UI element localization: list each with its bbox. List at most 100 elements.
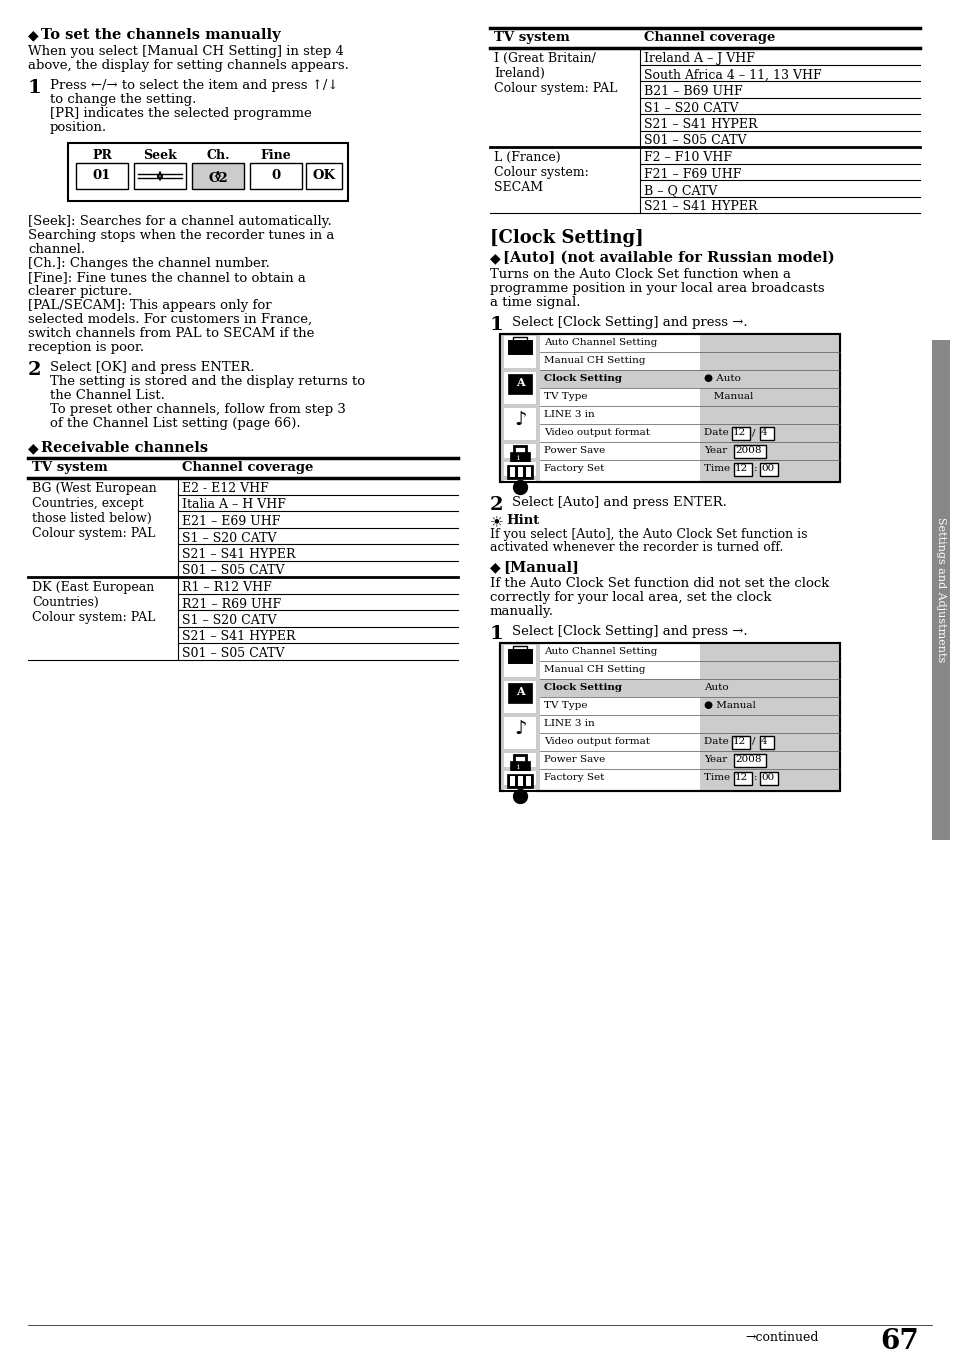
Text: 1: 1: [490, 316, 503, 334]
Text: Fine: Fine: [260, 149, 291, 162]
Text: DK (East European
Countries)
Colour system: PAL: DK (East European Countries) Colour syst…: [32, 581, 155, 625]
Text: of the Channel List setting (page 66).: of the Channel List setting (page 66).: [50, 416, 300, 430]
Text: Ireland A – J VHF: Ireland A – J VHF: [643, 51, 754, 65]
Text: the Channel List.: the Channel List.: [50, 389, 165, 402]
Text: South Africa 4 – 11, 13 VHF: South Africa 4 – 11, 13 VHF: [643, 69, 821, 81]
Text: switch channels from PAL to SECAM if the: switch channels from PAL to SECAM if the: [28, 327, 314, 339]
Bar: [733, 772, 751, 786]
Bar: [733, 462, 751, 476]
Bar: [525, 776, 531, 786]
Text: Channel coverage: Channel coverage: [643, 31, 775, 45]
Bar: [499, 334, 840, 483]
Text: To preset other channels, follow from step 3: To preset other channels, follow from st…: [50, 403, 346, 416]
Text: Auto: Auto: [703, 683, 728, 692]
Text: Italia A – H VHF: Italia A – H VHF: [182, 499, 286, 511]
Bar: [507, 375, 532, 393]
Text: R1 – R12 VHF: R1 – R12 VHF: [182, 581, 272, 594]
Text: /: /: [751, 429, 755, 437]
Text: ◆: ◆: [490, 251, 500, 265]
Text: Receivable channels: Receivable channels: [41, 441, 208, 456]
Text: S01 – S05 CATV: S01 – S05 CATV: [643, 134, 745, 147]
Text: S1 – S20 CATV: S1 – S20 CATV: [643, 101, 738, 115]
Text: When you select [Manual CH Setting] in step 4: When you select [Manual CH Setting] in s…: [28, 45, 343, 58]
Text: S21 – S41 HYPER: S21 – S41 HYPER: [182, 630, 295, 644]
Bar: [731, 427, 749, 439]
Text: [Auto] (not available for Russian model): [Auto] (not available for Russian model): [502, 251, 834, 265]
Text: 0: 0: [272, 169, 280, 183]
Text: E21 – E69 UHF: E21 – E69 UHF: [182, 515, 280, 529]
Text: manually.: manually.: [490, 604, 554, 618]
Text: selected models. For customers in France,: selected models. For customers in France…: [28, 314, 312, 326]
Text: Clock Setting: Clock Setting: [543, 375, 621, 383]
Text: 4: 4: [760, 429, 767, 437]
Text: ● Manual: ● Manual: [703, 700, 755, 710]
Bar: [503, 337, 536, 368]
Text: Time: Time: [703, 773, 733, 781]
Text: 1: 1: [28, 78, 42, 97]
Bar: [250, 164, 302, 189]
Text: 12: 12: [734, 773, 747, 781]
Text: Manual: Manual: [703, 392, 753, 402]
Bar: [507, 683, 532, 703]
Text: 12: 12: [732, 737, 745, 746]
Text: Seek: Seek: [143, 149, 176, 162]
Bar: [503, 717, 536, 749]
Text: Video output format: Video output format: [543, 429, 649, 437]
Text: [Seek]: Searches for a channel automatically.: [Seek]: Searches for a channel automatic…: [28, 215, 332, 228]
Text: To set the channels manually: To set the channels manually: [41, 28, 280, 42]
Text: ♪: ♪: [514, 410, 526, 429]
Text: Ch.: Ch.: [206, 149, 230, 162]
Text: If you select [Auto], the Auto Clock Set function is: If you select [Auto], the Auto Clock Set…: [490, 529, 806, 541]
Text: S01 – S05 CATV: S01 – S05 CATV: [182, 648, 284, 660]
Text: a time signal.: a time signal.: [490, 296, 579, 310]
Bar: [76, 164, 128, 189]
Text: TV system: TV system: [32, 461, 108, 475]
Bar: [507, 649, 532, 662]
Text: /: /: [751, 737, 755, 746]
Text: clearer picture.: clearer picture.: [28, 285, 132, 297]
Bar: [506, 465, 533, 479]
Bar: [503, 681, 536, 713]
Bar: [931, 339, 949, 840]
Bar: [517, 776, 522, 786]
Bar: [525, 466, 531, 477]
Text: If the Auto Clock Set function did not set the clock: If the Auto Clock Set function did not s…: [490, 577, 828, 589]
Text: programme position in your local area broadcasts: programme position in your local area br…: [490, 283, 823, 295]
Text: ◆: ◆: [490, 560, 500, 575]
Text: Select [Clock Setting] and press →.: Select [Clock Setting] and press →.: [512, 316, 747, 329]
Text: Select [Auto] and press ENTER.: Select [Auto] and press ENTER.: [512, 496, 726, 508]
Text: [Fine]: Fine tunes the channel to obtain a: [Fine]: Fine tunes the channel to obtain…: [28, 270, 306, 284]
Text: Select [Clock Setting] and press →.: Select [Clock Setting] and press →.: [512, 625, 747, 638]
Bar: [503, 443, 536, 458]
Text: 01: 01: [92, 169, 112, 183]
Text: B21 – B69 UHF: B21 – B69 UHF: [643, 85, 741, 97]
Text: Channel coverage: Channel coverage: [182, 461, 313, 475]
Bar: [760, 462, 778, 476]
Bar: [506, 773, 533, 788]
Text: Press ←/→ to select the item and press ↑/↓: Press ←/→ to select the item and press ↑…: [50, 78, 338, 92]
Text: 12: 12: [734, 464, 747, 473]
Bar: [503, 645, 536, 677]
Bar: [510, 761, 530, 773]
Text: C2: C2: [208, 172, 228, 185]
Bar: [192, 164, 244, 189]
Text: Hint: Hint: [505, 514, 538, 527]
Text: S1 – S20 CATV: S1 – S20 CATV: [182, 531, 276, 545]
Text: S01 – S05 CATV: S01 – S05 CATV: [182, 565, 284, 577]
Bar: [503, 372, 536, 404]
Text: A: A: [516, 377, 524, 388]
Text: 2: 2: [28, 361, 42, 379]
Text: ◆: ◆: [28, 441, 38, 456]
Text: TV Type: TV Type: [543, 392, 587, 402]
Bar: [760, 735, 773, 749]
Text: L (France)
Colour system:
SECAM: L (France) Colour system: SECAM: [494, 151, 588, 193]
Bar: [510, 452, 530, 465]
Text: S21 – S41 HYPER: S21 – S41 HYPER: [182, 548, 295, 561]
Bar: [507, 339, 532, 354]
Text: 2: 2: [490, 496, 503, 514]
Text: Manual CH Setting: Manual CH Setting: [543, 356, 645, 365]
Bar: [513, 646, 526, 652]
Text: :: :: [753, 464, 757, 473]
Text: S21 – S41 HYPER: S21 – S41 HYPER: [643, 200, 757, 214]
Text: [PR] indicates the selected programme: [PR] indicates the selected programme: [50, 107, 312, 120]
